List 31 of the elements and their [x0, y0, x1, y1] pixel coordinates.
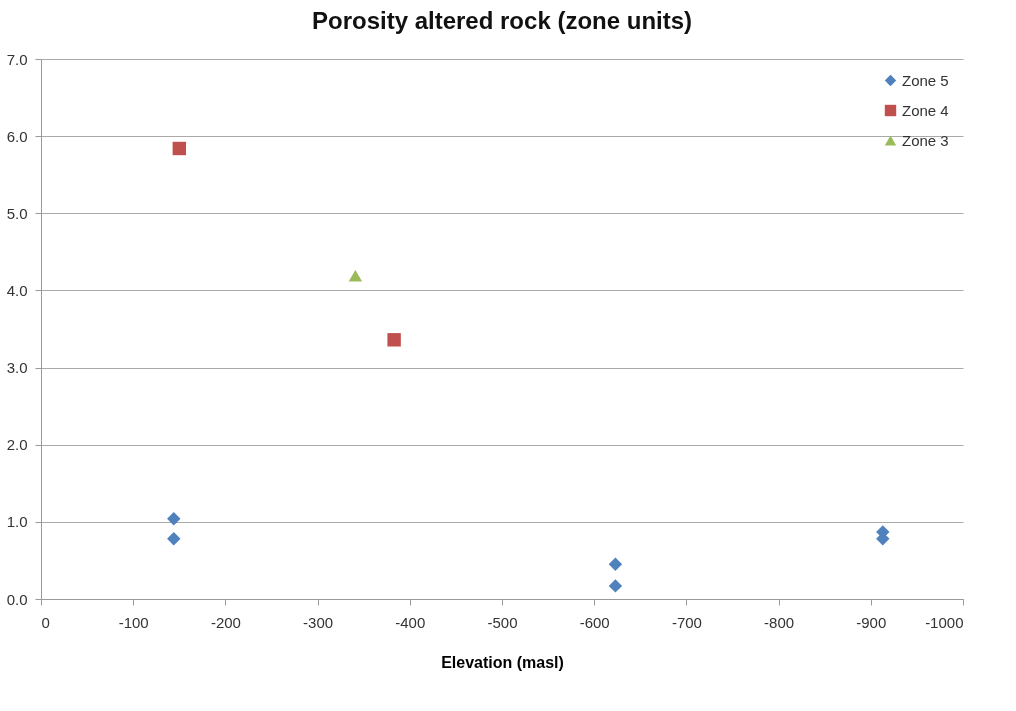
x-tick-label: -800 — [764, 613, 795, 631]
x-tick-label: -900 — [856, 613, 887, 631]
legend-label: Zone 3 — [902, 131, 949, 149]
y-tick-label: 3.0 — [6, 359, 28, 377]
x-tick-label: -600 — [579, 613, 610, 631]
x-tick-label: -100 — [118, 613, 149, 631]
x-tick-label: -700 — [671, 613, 702, 631]
x-tick-label: 0 — [41, 613, 50, 631]
y-tick-label: 4.0 — [6, 281, 28, 299]
y-tick-label: 1.0 — [6, 513, 28, 531]
x-axis-title: Elevation (masl) — [441, 653, 564, 671]
x-tick-label: -400 — [395, 613, 426, 631]
x-tick-label: -300 — [303, 613, 334, 631]
chart-title: Porosity altered rock (zone units) — [311, 7, 693, 34]
point — [608, 557, 623, 571]
point — [167, 532, 181, 546]
point — [167, 512, 181, 526]
x-tick-label: -1000 — [925, 613, 964, 631]
y-tick-label: 6.0 — [6, 127, 28, 145]
point — [172, 141, 187, 156]
x-tick-label: -200 — [210, 613, 241, 631]
y-tick-label: 0.0 — [6, 590, 28, 608]
y-tick-label: 2.0 — [6, 436, 28, 454]
point — [348, 269, 363, 282]
point — [387, 333, 401, 347]
x-tick-label: -500 — [487, 613, 518, 631]
point — [608, 579, 623, 593]
y-tick-label: 5.0 — [6, 204, 28, 222]
legend-label: Zone 5 — [902, 71, 949, 89]
y-tick-label: 7.0 — [6, 50, 28, 68]
legend-label: Zone 4 — [902, 101, 949, 119]
